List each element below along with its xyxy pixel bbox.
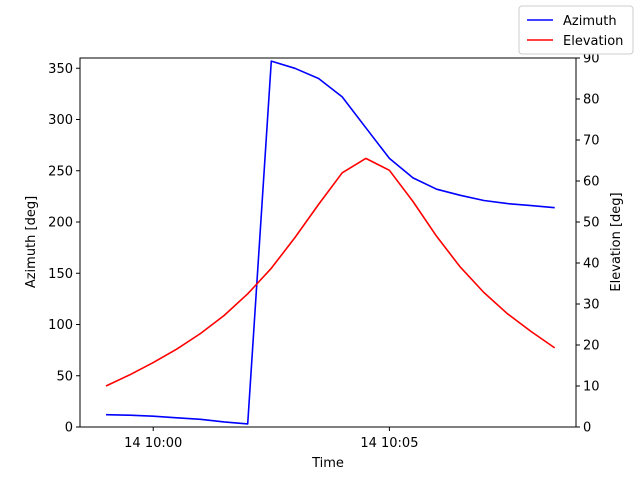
y-tick-label-right: 90 <box>583 52 600 67</box>
legend-box <box>518 5 634 55</box>
y-tick-label-left: 350 <box>48 62 73 77</box>
azimuth-axis: 0 50 100 150 200 250 300 350 <box>48 62 80 436</box>
y-tick-label-left: 100 <box>48 318 73 333</box>
x-tick-label: 14 10:00 <box>124 436 182 451</box>
legend: Azimuth Elevation <box>518 5 634 55</box>
plot-frame <box>79 57 577 428</box>
y-tick-label-right: 70 <box>583 134 600 149</box>
y-tick-label-left: 150 <box>48 267 73 282</box>
y-tick-label-right: 20 <box>583 339 600 354</box>
y-tick-label-left: 50 <box>56 369 73 384</box>
series-line-elevation <box>105 157 556 387</box>
elevation-axis: 0 10 20 30 40 50 60 70 80 90 <box>576 52 600 436</box>
y-tick-label-left: 0 <box>65 421 73 436</box>
x-axis-label: Time <box>311 456 344 471</box>
y-tick-label-right: 50 <box>583 216 600 231</box>
series-layer <box>105 60 556 425</box>
series-line-azimuth <box>105 60 555 425</box>
y-tick-label-left: 300 <box>48 113 73 128</box>
time-axis: 14 10:00 14 10:05 <box>124 427 418 451</box>
y-tick-label-right: 30 <box>583 298 600 313</box>
y-axis-label-right: Elevation [deg] <box>609 192 624 291</box>
y-tick-label-left: 250 <box>48 164 73 179</box>
legend-label-elevation: Elevation <box>563 34 623 49</box>
x-tick-label: 14 10:05 <box>360 436 418 451</box>
y-axis-label-left: Azimuth [deg] <box>24 196 39 288</box>
y-tick-label-right: 60 <box>583 175 600 190</box>
y-tick-label-left: 200 <box>48 216 73 231</box>
y-tick-label-right: 10 <box>583 380 600 395</box>
legend-label-azimuth: Azimuth <box>563 14 617 29</box>
y-tick-label-right: 80 <box>583 93 600 108</box>
y-tick-label-right: 40 <box>583 257 600 272</box>
y-tick-label-right: 0 <box>583 421 591 436</box>
